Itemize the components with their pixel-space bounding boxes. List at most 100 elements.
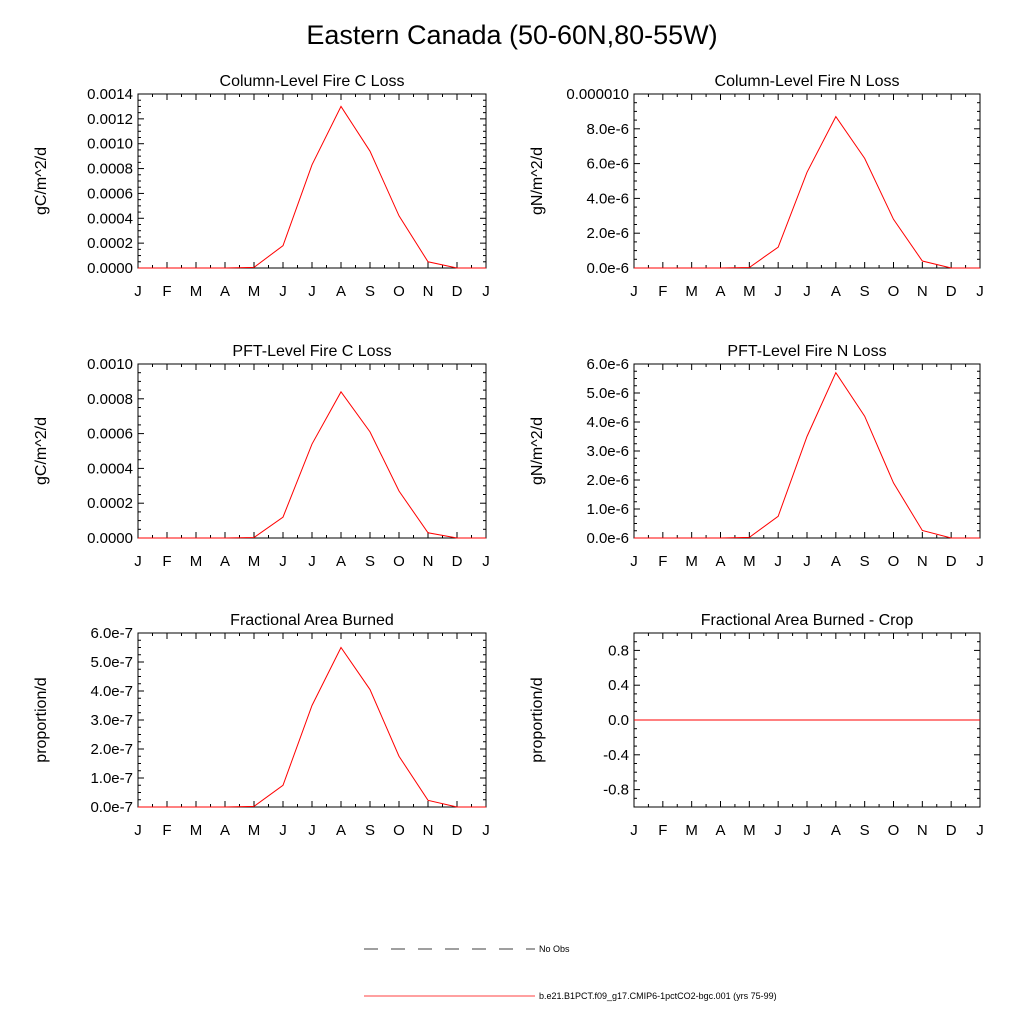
x-tick-label: A (220, 553, 230, 570)
x-tick-label: A (831, 822, 841, 839)
x-tick-label: J (308, 553, 316, 570)
x-tick-label: J (630, 553, 638, 570)
x-tick-label: N (917, 822, 928, 839)
y-tick-label: 1.0e-7 (90, 770, 133, 787)
x-tick-label: M (190, 553, 203, 570)
x-tick-label: A (220, 822, 230, 839)
x-tick-label: A (715, 283, 725, 300)
y-tick-label: 5.0e-6 (586, 385, 629, 402)
y-tick-label: 0.0e-6 (586, 530, 629, 547)
x-tick-label: J (279, 283, 287, 300)
y-tick-label: 0.0004 (87, 460, 133, 477)
x-tick-label: J (308, 822, 316, 839)
x-tick-label: M (190, 283, 203, 300)
x-tick-label: D (946, 822, 957, 839)
x-tick-label: J (803, 553, 811, 570)
x-tick-label: O (888, 822, 900, 839)
y-tick-label: 0.0002 (87, 495, 133, 512)
x-tick-label: O (888, 553, 900, 570)
x-tick-label: D (946, 283, 957, 300)
x-tick-label: M (743, 553, 756, 570)
x-tick-label: M (248, 822, 261, 839)
x-tick-label: S (860, 822, 870, 839)
y-tick-label: 0.000010 (566, 86, 629, 103)
y-tick-label: 0.0e-6 (586, 260, 629, 277)
y-tick-label: 0.0004 (87, 210, 133, 227)
y-tick-label: 0.0000 (87, 260, 133, 277)
x-tick-label: M (248, 283, 261, 300)
y-tick-label: 0.0014 (87, 86, 133, 103)
x-tick-label: M (685, 822, 698, 839)
x-tick-label: J (134, 822, 142, 839)
y-tick-label: 8.0e-6 (586, 121, 629, 138)
x-tick-label: D (946, 553, 957, 570)
series-line (138, 390, 486, 539)
x-tick-label: J (279, 553, 287, 570)
x-tick-label: J (630, 822, 638, 839)
x-tick-label: M (248, 553, 261, 570)
x-tick-label: N (423, 822, 434, 839)
y-axis-label: gC/m^2/d (33, 417, 50, 485)
y-tick-label: 3.0e-7 (90, 712, 133, 729)
x-tick-label: A (336, 822, 346, 839)
x-tick-label: S (365, 822, 375, 839)
x-tick-label: D (452, 283, 463, 300)
x-tick-label: F (658, 822, 667, 839)
x-tick-label: F (658, 553, 667, 570)
x-tick-label: S (365, 283, 375, 300)
x-tick-label: A (220, 283, 230, 300)
y-tick-label: 0.0000 (87, 530, 133, 547)
x-tick-label: D (452, 553, 463, 570)
x-tick-label: S (860, 553, 870, 570)
page-title: Eastern Canada (50-60N,80-55W) (306, 20, 718, 50)
y-tick-label: 0.0006 (87, 426, 133, 443)
x-tick-label: M (190, 822, 203, 839)
series-line (634, 371, 980, 539)
series-line (634, 115, 980, 269)
x-tick-label: F (162, 553, 171, 570)
x-tick-label: J (134, 283, 142, 300)
y-tick-label: 0.4 (608, 677, 629, 694)
x-tick-label: J (482, 822, 490, 839)
y-tick-label: -0.8 (603, 782, 629, 799)
y-axis-label: proportion/d (529, 677, 546, 762)
panel-title: PFT-Level Fire C Loss (232, 343, 391, 360)
x-tick-label: N (423, 283, 434, 300)
x-tick-label: O (888, 283, 900, 300)
x-tick-label: J (976, 553, 984, 570)
y-tick-label: 4.0e-7 (90, 683, 133, 700)
y-tick-label: 4.0e-6 (586, 190, 629, 207)
legend-model-label: b.e21.B1PCT.f09_g17.CMIP6-1pctCO2-bgc.00… (539, 991, 777, 1001)
x-tick-label: J (279, 822, 287, 839)
x-tick-label: J (308, 283, 316, 300)
y-tick-label: 3.0e-6 (586, 443, 629, 460)
x-tick-label: J (803, 283, 811, 300)
y-tick-label: 0.0002 (87, 235, 133, 252)
y-tick-label: 0.0010 (87, 136, 133, 153)
y-tick-label: 0.0008 (87, 391, 133, 408)
x-tick-label: F (162, 283, 171, 300)
x-tick-label: J (774, 553, 782, 570)
panel-title: PFT-Level Fire N Loss (727, 343, 886, 360)
x-tick-label: F (162, 822, 171, 839)
y-tick-label: 6.0e-7 (90, 625, 133, 642)
y-tick-label: 0.0 (608, 712, 629, 729)
x-tick-label: O (393, 553, 405, 570)
x-tick-label: D (452, 822, 463, 839)
x-tick-label: M (685, 283, 698, 300)
x-tick-label: N (423, 553, 434, 570)
x-tick-label: J (976, 822, 984, 839)
x-tick-label: S (365, 553, 375, 570)
x-tick-label: F (658, 283, 667, 300)
x-tick-label: M (743, 822, 756, 839)
x-tick-label: M (685, 553, 698, 570)
y-tick-label: -0.4 (603, 747, 629, 764)
x-tick-label: O (393, 822, 405, 839)
y-tick-label: 2.0e-6 (586, 472, 629, 489)
x-tick-label: A (831, 283, 841, 300)
series-line (138, 646, 486, 808)
x-tick-label: A (715, 822, 725, 839)
